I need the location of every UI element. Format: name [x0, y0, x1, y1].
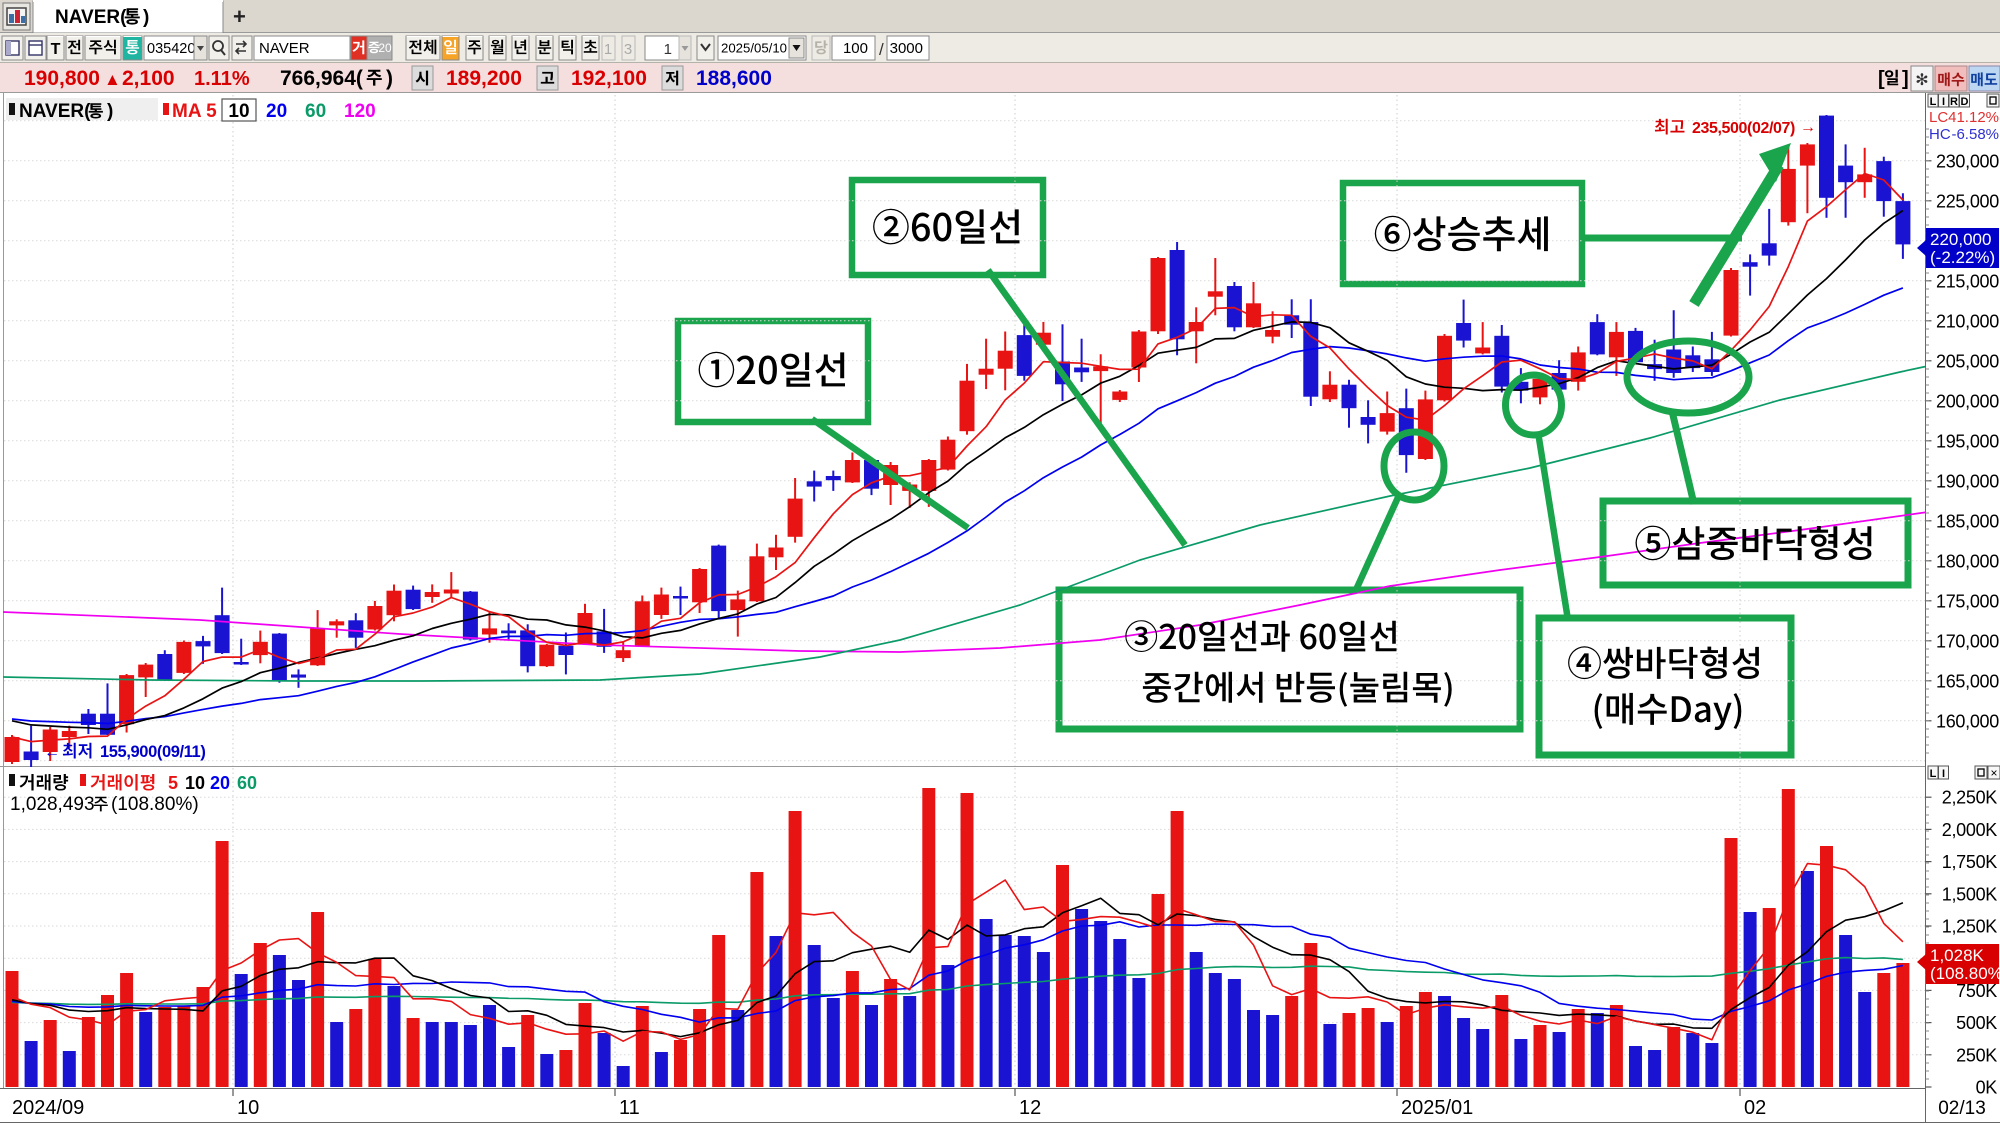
svg-text:11: 11	[619, 1097, 640, 1119]
svg-text:3: 3	[624, 41, 632, 58]
svg-text:0K: 0K	[1976, 1078, 1998, 1098]
svg-text:L: L	[1930, 96, 1937, 108]
svg-text:2,000K: 2,000K	[1942, 820, 1998, 840]
svg-text:2,250K: 2,250K	[1942, 788, 1998, 808]
svg-text:NAVER(: NAVER(	[55, 7, 127, 28]
svg-text:(108.80%): (108.80%)	[1930, 964, 2000, 983]
svg-text:235,500(02/07): 235,500(02/07)	[1692, 120, 1795, 137]
svg-text:2025/01: 2025/01	[1401, 1097, 1473, 1119]
svg-text:160,000: 160,000	[1936, 711, 1999, 731]
svg-text:035420: 035420	[147, 41, 195, 57]
svg-text:120: 120	[344, 101, 376, 122]
svg-text:): )	[107, 101, 113, 122]
svg-text:100: 100	[843, 40, 868, 57]
svg-text:I: I	[1942, 96, 1945, 108]
svg-text:180,000: 180,000	[1936, 551, 1999, 571]
svg-text:1: 1	[604, 41, 612, 58]
svg-text:2025/05/10: 2025/05/10	[721, 41, 787, 56]
svg-text:[: [	[1878, 68, 1885, 90]
svg-text:1.11%: 1.11%	[194, 68, 250, 90]
svg-text:170,000: 170,000	[1936, 631, 1999, 651]
svg-text:HC: HC	[1929, 126, 1951, 143]
svg-text:20: 20	[266, 101, 287, 122]
svg-text:L: L	[1930, 768, 1937, 780]
svg-text:155,900(09/11): 155,900(09/11)	[100, 743, 205, 761]
svg-text:NAVER: NAVER	[259, 40, 310, 57]
svg-text:766,964(: 766,964(	[280, 67, 363, 90]
svg-text:210,000: 210,000	[1936, 311, 1999, 331]
svg-text:✻: ✻	[1915, 72, 1928, 89]
svg-text:200,000: 200,000	[1936, 391, 1999, 411]
svg-text:▲: ▲	[104, 70, 121, 89]
svg-text:10: 10	[228, 101, 249, 122]
svg-text:12: 12	[1019, 1097, 1041, 1119]
svg-text:41.12%: 41.12%	[1948, 109, 1999, 126]
svg-text:/: /	[879, 40, 884, 59]
svg-text:1,028,493: 1,028,493	[10, 794, 95, 815]
svg-text:225,000: 225,000	[1936, 191, 1999, 211]
svg-text:215,000: 215,000	[1936, 271, 1999, 291]
svg-text:02: 02	[1744, 1097, 1766, 1119]
svg-text:R: R	[1950, 96, 1958, 108]
svg-text:←: ←	[44, 744, 60, 761]
svg-text:MA 5: MA 5	[172, 101, 217, 122]
svg-text:2,100: 2,100	[122, 67, 175, 90]
svg-text:LC: LC	[1929, 109, 1948, 126]
svg-text:190,000: 190,000	[1936, 471, 1999, 491]
svg-text:230,000: 230,000	[1936, 151, 1999, 171]
svg-text:60: 60	[305, 101, 326, 122]
svg-text:NAVER(: NAVER(	[19, 101, 91, 122]
svg-text:190,800: 190,800	[24, 67, 100, 90]
svg-text:5: 5	[168, 773, 178, 793]
svg-text:250K: 250K	[1956, 1045, 1997, 1065]
svg-text:188,600: 188,600	[696, 67, 772, 90]
svg-text:1,028K: 1,028K	[1930, 946, 1985, 965]
svg-text:1: 1	[664, 41, 672, 58]
svg-text:1,250K: 1,250K	[1942, 917, 1998, 937]
svg-text:189,200: 189,200	[446, 67, 522, 90]
svg-text:185,000: 185,000	[1936, 511, 1999, 531]
svg-text:1,750K: 1,750K	[1942, 852, 1998, 872]
svg-text:1,500K: 1,500K	[1942, 884, 1998, 904]
svg-text:(108.80%): (108.80%)	[111, 794, 199, 815]
svg-text:×: ×	[1990, 766, 1997, 780]
svg-text:10: 10	[185, 773, 205, 793]
svg-text:02/13: 02/13	[1938, 1098, 1986, 1119]
svg-text:750K: 750K	[1956, 981, 1997, 1001]
svg-text:10: 10	[237, 1097, 259, 1119]
svg-text:2024/09: 2024/09	[12, 1097, 84, 1119]
svg-text:175,000: 175,000	[1936, 591, 1999, 611]
svg-text:): )	[386, 67, 393, 90]
svg-text:-6.58%: -6.58%	[1951, 126, 1999, 143]
svg-text:(-2.22%): (-2.22%)	[1930, 248, 1995, 267]
svg-text:T: T	[51, 41, 61, 58]
svg-text:+: +	[233, 4, 246, 29]
svg-text:D: D	[1961, 96, 1969, 108]
svg-text:500K: 500K	[1956, 1013, 1997, 1033]
svg-text:→: →	[1800, 119, 1816, 136]
svg-text:): )	[143, 7, 149, 28]
svg-text:I: I	[1942, 768, 1945, 780]
svg-text:192,100: 192,100	[571, 67, 647, 90]
svg-text:195,000: 195,000	[1936, 431, 1999, 451]
svg-text:20: 20	[378, 41, 392, 55]
svg-text:20: 20	[210, 773, 230, 793]
svg-text:60: 60	[237, 773, 257, 793]
svg-text:3000: 3000	[890, 40, 923, 57]
svg-text:165,000: 165,000	[1936, 671, 1999, 691]
svg-text:205,000: 205,000	[1936, 351, 1999, 371]
svg-text:220,000: 220,000	[1930, 230, 1991, 249]
svg-text:]: ]	[1902, 68, 1909, 90]
